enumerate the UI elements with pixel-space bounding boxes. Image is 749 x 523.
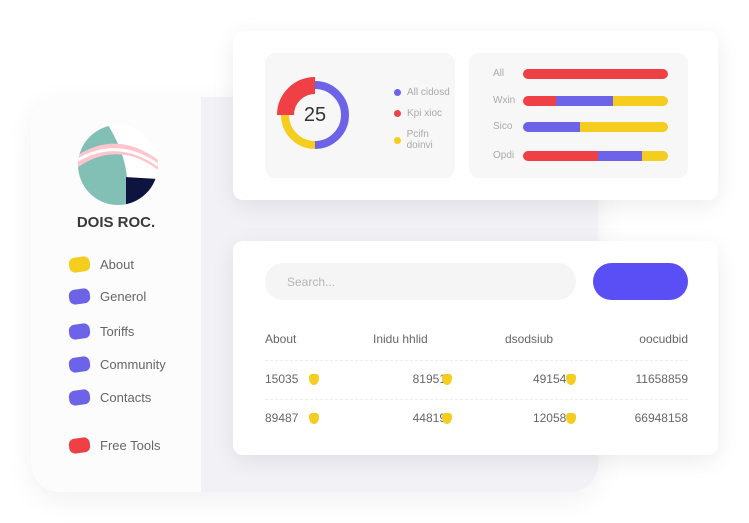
shield-icon bbox=[442, 413, 452, 424]
stacked-bar bbox=[523, 96, 668, 106]
legend-dot-icon bbox=[394, 136, 401, 144]
column-header[interactable]: Inidu hhlid bbox=[373, 332, 428, 346]
column-header[interactable]: About bbox=[265, 332, 297, 346]
shield-icon bbox=[566, 374, 576, 385]
sidebar-item-generol[interactable]: Generol bbox=[68, 287, 147, 306]
sidebar-item-label: Contacts bbox=[100, 390, 152, 405]
nav-blob-icon bbox=[68, 436, 91, 455]
legend-label: All cidosd bbox=[407, 87, 450, 98]
table-cell: 66948158 bbox=[634, 411, 688, 425]
nav-blob-icon bbox=[68, 287, 91, 306]
shield-icon bbox=[442, 374, 452, 385]
donut-value: 25 bbox=[303, 104, 327, 126]
bars-panel: All Wxin Sico Opdi bbox=[469, 53, 688, 178]
bar-segment bbox=[556, 96, 613, 106]
brand-logo bbox=[78, 125, 158, 205]
sidebar-item-label: Generol bbox=[100, 289, 147, 304]
nav-blob-icon bbox=[68, 355, 91, 374]
table-cell: 15035 bbox=[265, 372, 299, 386]
bar-label: Sico bbox=[493, 121, 513, 132]
shield-icon bbox=[309, 374, 319, 385]
sidebar-item-contacts[interactable]: Contacts bbox=[68, 388, 152, 407]
bar-segment bbox=[523, 69, 668, 79]
sidebar-item-about[interactable]: About bbox=[68, 255, 134, 274]
stacked-bar bbox=[523, 122, 668, 132]
donut-panel: 25 All cidosd Kpi xioc Pcifn doinvi bbox=[265, 53, 455, 178]
bar-segment bbox=[523, 96, 557, 106]
bar-label: Wxin bbox=[493, 95, 516, 106]
divider bbox=[265, 360, 688, 361]
divider bbox=[265, 399, 688, 400]
legend-label: Kpi xioc bbox=[407, 108, 443, 119]
search-input[interactable] bbox=[265, 263, 576, 300]
table-cell: 44819 bbox=[412, 411, 446, 425]
donut-segment bbox=[277, 77, 316, 116]
stacked-bar bbox=[523, 69, 668, 79]
sidebar: DOIS ROC. About Generol Toriffs Community Co… bbox=[31, 97, 201, 492]
bar-label: Opdi bbox=[493, 150, 515, 161]
legend-item: Kpi xioc bbox=[394, 108, 442, 119]
shield-icon bbox=[566, 413, 576, 424]
sidebar-item-community[interactable]: Community bbox=[68, 355, 166, 374]
table-cell: 81951 bbox=[412, 372, 446, 386]
table-cell: 11658859 bbox=[635, 372, 689, 386]
brand-name: DOIS ROC. bbox=[76, 214, 156, 231]
column-header[interactable]: dsodsiub bbox=[505, 332, 554, 346]
sidebar-item-label: Free Tools bbox=[100, 438, 161, 453]
legend-dot-icon bbox=[394, 110, 401, 117]
sidebar-item-label: Toriffs bbox=[100, 324, 135, 339]
table-card: About Inidu hhlid dsodsiub oocudbid 15035 819… bbox=[233, 241, 718, 455]
table-cell: 491547 bbox=[532, 372, 573, 386]
bar-segment bbox=[641, 151, 668, 161]
nav-blob-icon bbox=[68, 255, 91, 274]
sidebar-item-free-tools[interactable]: Free Tools bbox=[68, 436, 161, 455]
stats-card: 25 All cidosd Kpi xioc Pcifn doinvi All Wxi… bbox=[233, 31, 718, 200]
nav-blob-icon bbox=[68, 322, 91, 341]
sidebar-item-label: Community bbox=[100, 357, 166, 372]
table-cell: 89487 bbox=[265, 411, 299, 425]
shield-icon bbox=[309, 413, 319, 424]
donut-segment bbox=[281, 114, 316, 149]
bar-segment bbox=[523, 151, 599, 161]
legend-label: Pcifn doinvi bbox=[406, 129, 433, 151]
donut-chart bbox=[277, 77, 349, 149]
nav-blob-icon bbox=[68, 388, 91, 407]
bar-segment bbox=[598, 151, 642, 161]
legend-item: Pcifn doinvi bbox=[394, 129, 455, 151]
bar-segment bbox=[579, 122, 668, 132]
table-cell: 120587 bbox=[532, 411, 573, 425]
column-header[interactable]: oocudbid bbox=[639, 332, 688, 346]
sidebar-item-toriffs[interactable]: Toriffs bbox=[68, 322, 135, 341]
donut-segment bbox=[314, 81, 349, 149]
sidebar-item-label: About bbox=[100, 257, 134, 272]
search-button[interactable] bbox=[593, 263, 688, 300]
legend-dot-icon bbox=[394, 89, 401, 96]
bar-segment bbox=[523, 122, 580, 132]
bar-label: All bbox=[493, 68, 505, 79]
stacked-bar bbox=[523, 151, 668, 161]
bar-segment bbox=[612, 96, 668, 106]
legend-item: All cidosd bbox=[394, 87, 450, 98]
